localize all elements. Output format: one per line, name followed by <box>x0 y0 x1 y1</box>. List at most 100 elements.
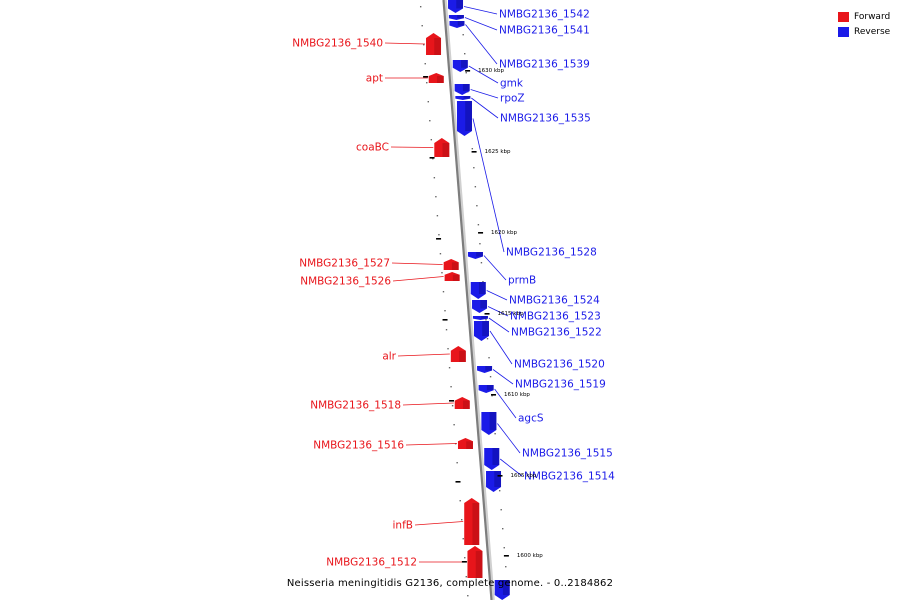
reverse-gene-15[interactable] <box>481 412 497 435</box>
minor-tick <box>433 177 436 179</box>
reverse-gene-14[interactable] <box>478 385 494 393</box>
scale-label: 1625 kbp <box>485 149 511 155</box>
forward-leader-line <box>390 146 434 148</box>
forward-gene-4[interactable] <box>443 259 459 270</box>
minor-tick <box>462 34 464 36</box>
minor-tick <box>480 262 483 264</box>
reverse-gene-10[interactable] <box>472 300 488 313</box>
forward-gene-shade <box>436 76 444 83</box>
minor-tick <box>442 291 445 293</box>
minor-tick <box>488 357 490 359</box>
reverse-gene-7[interactable] <box>456 101 472 136</box>
forward-gene-shade <box>442 143 450 157</box>
forward-gene-5[interactable] <box>444 272 460 281</box>
minor-tick <box>467 595 469 597</box>
reverse-gene-2[interactable] <box>448 15 464 20</box>
forward-gene-shade <box>475 551 483 578</box>
forward-leader-line <box>405 443 457 446</box>
major-tick <box>429 157 435 159</box>
forward-gene-label: NMBG2136_1516 <box>313 440 404 452</box>
reverse-gene-shade <box>463 96 471 99</box>
major-tick <box>503 555 509 557</box>
forward-gene-6[interactable] <box>450 346 466 362</box>
minor-tick <box>439 253 442 255</box>
reverse-gene-label: NMBG2136_1535 <box>500 113 591 125</box>
forward-gene-label: NMBG2136_1512 <box>326 557 417 569</box>
major-tick <box>461 561 467 563</box>
forward-gene-7[interactable] <box>454 397 470 409</box>
reverse-gene-shade <box>456 0 464 9</box>
forward-gene-label: coaBC <box>356 142 389 154</box>
scale-label: 1600 kbp <box>517 553 543 559</box>
major-tick <box>491 394 497 396</box>
reverse-leader-line <box>486 290 508 301</box>
reverse-gene-shade <box>462 84 470 92</box>
reverse-gene-label: NMBG2136_1524 <box>509 295 600 307</box>
reverse-swatch <box>838 26 849 37</box>
reverse-gene-1[interactable] <box>448 0 464 13</box>
legend: Forward Reverse <box>838 9 890 39</box>
reverse-gene-12[interactable] <box>473 321 489 341</box>
reverse-gene-label: NMBG2136_1515 <box>522 448 613 460</box>
minor-tick <box>503 547 505 549</box>
forward-gene-10[interactable] <box>467 546 483 578</box>
reverse-gene-label: gmk <box>500 78 524 90</box>
minor-tick <box>453 424 455 426</box>
major-tick <box>471 151 477 153</box>
reverse-leader-line <box>468 65 499 84</box>
minor-tick <box>456 462 458 464</box>
forward-gene-3[interactable] <box>434 138 450 157</box>
scale-label: 1615 kbp <box>498 311 524 317</box>
forward-gene-label: apt <box>366 73 383 85</box>
forward-gene-shade <box>451 262 459 270</box>
minor-tick <box>465 576 467 578</box>
forward-gene-8[interactable] <box>457 438 473 449</box>
reverse-gene-label: rpoZ <box>500 93 525 105</box>
reverse-leader-line <box>487 306 509 317</box>
minor-tick <box>489 376 492 378</box>
major-tick <box>455 481 461 483</box>
minor-tick <box>485 319 487 321</box>
reverse-leader-line <box>464 17 498 31</box>
forward-gene-9[interactable] <box>464 498 480 545</box>
reverse-gene-17[interactable] <box>486 471 502 492</box>
forward-leader-line <box>391 262 443 265</box>
forward-gene-label: NMBG2136_1527 <box>299 258 390 270</box>
minor-tick <box>465 72 467 74</box>
reverse-gene-shade <box>461 60 468 68</box>
reverse-gene-label: NMBG2136_1541 <box>499 25 590 37</box>
reverse-gene-3[interactable] <box>449 21 465 28</box>
forward-gene-label: infB <box>393 520 413 532</box>
reverse-gene-4[interactable] <box>452 60 468 72</box>
major-tick <box>449 400 455 402</box>
minor-tick <box>444 310 446 312</box>
forward-gene-2[interactable] <box>428 73 444 83</box>
reverse-gene-16[interactable] <box>484 448 500 470</box>
reverse-gene-11[interactable] <box>472 316 488 320</box>
major-tick <box>497 475 503 477</box>
forward-leader-line <box>414 521 464 526</box>
minor-tick <box>427 101 429 103</box>
forward-gene-shade <box>452 274 460 281</box>
minor-tick <box>435 196 437 198</box>
reverse-gene-6[interactable] <box>455 96 471 100</box>
reverse-gene-label: agcS <box>518 413 544 425</box>
reverse-gene-9[interactable] <box>470 282 486 299</box>
reverse-gene-8[interactable] <box>467 252 483 259</box>
reverse-gene-18[interactable] <box>494 580 510 600</box>
genome-caption: Neisseria meningitidis G2136, complete g… <box>286 578 614 589</box>
minor-tick <box>479 243 481 245</box>
minor-tick <box>476 205 478 207</box>
backbone-line <box>442 0 493 600</box>
minor-tick <box>450 386 452 388</box>
reverse-gene-shade <box>481 316 488 319</box>
scale-label: 1605 kbp <box>511 473 537 479</box>
forward-gene-label: NMBG2136_1526 <box>300 276 391 288</box>
reverse-gene-label: prmB <box>508 275 536 287</box>
reverse-leader-line <box>488 317 510 333</box>
forward-gene-1[interactable] <box>426 33 442 55</box>
reverse-gene-13[interactable] <box>477 366 493 373</box>
reverse-gene-5[interactable] <box>454 84 470 95</box>
minor-tick <box>502 528 504 530</box>
major-tick <box>478 232 484 234</box>
